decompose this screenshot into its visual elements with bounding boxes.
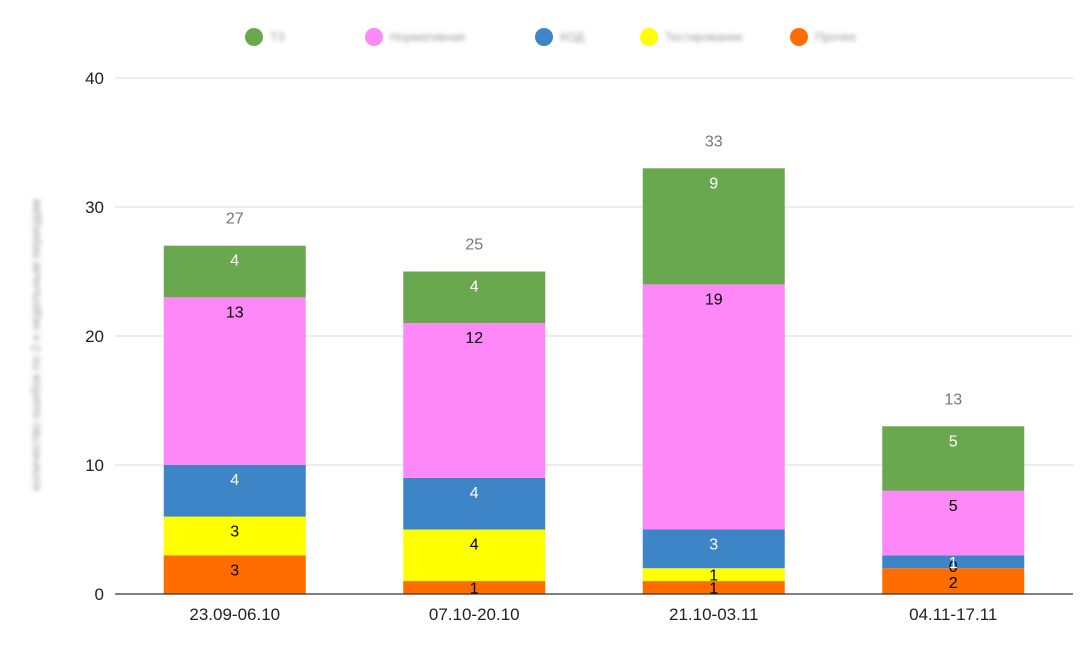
legend: ТЗ Нормативная КОД Тестирование Прочее [245,28,857,46]
total-labels: 27 25 33 13 [226,133,962,408]
bar-total-label: 25 [465,237,483,254]
bar-segment-0 [642,581,785,594]
y-tick-label: 10 [85,456,104,475]
bar-segment-3 [882,490,1025,556]
y-axis-label: количество ошибок по 2-х недельным перио… [28,199,43,491]
bar-segment-0 [163,555,306,594]
segment-value-label: 3 [230,562,239,579]
x-tick-label: 04.11-17.11 [909,605,997,624]
segment-value-label: 3 [709,537,718,554]
segment-value-label: 1 [470,581,479,598]
bar-segment-3 [642,284,785,530]
bar-segment-3 [403,323,546,478]
legend-label: Прочее [815,30,857,44]
segment-value-label: 1 [949,555,958,572]
segment-value-label: 5 [949,498,958,515]
bar-total-label: 33 [705,133,723,150]
bar-segment-4 [642,168,785,285]
segment-value-label: 12 [465,330,483,347]
legend-item: Прочее [790,28,857,46]
legend-item: Нормативная [365,28,465,46]
legend-label: КОД [560,30,584,44]
legend-label: Тестирование [665,30,743,44]
bar-segment-1 [163,516,306,556]
legend-swatch [790,28,808,46]
legend-label: Нормативная [390,30,465,44]
bar-segment-2 [403,477,546,530]
bar-segment-2 [882,555,1025,569]
bar-segment-3 [163,297,306,465]
legend-swatch [365,28,383,46]
y-tick-label: 40 [85,69,104,88]
segment-value-label: 19 [705,291,723,308]
segment-value-label: 9 [709,175,718,192]
segment-value-label: 3 [230,524,239,541]
bars [163,168,1025,594]
y-tick-label: 30 [85,198,104,217]
segment-value-label: 4 [470,279,479,296]
bar-segment-4 [882,426,1025,491]
segment-value-label: 4 [230,472,239,489]
segment-value-label: 1 [709,581,718,598]
legend-item: Тестирование [640,28,743,46]
bar-segment-2 [642,529,785,569]
segment-value-label: 0 [949,559,958,576]
x-tick-label: 23.09-06.10 [189,605,280,624]
segment-value-label: 5 [949,433,958,450]
bar-total-label: 27 [226,211,244,228]
bar-segment-0 [882,568,1025,594]
x-tick-label: 07.10-20.10 [429,605,520,624]
y-tick-label: 20 [85,327,104,346]
y-tick-label: 0 [95,585,104,604]
segment-value-label: 4 [470,485,479,502]
segment-value-label: 4 [230,253,239,270]
legend-label: ТЗ [270,30,284,44]
x-tick-label: 21.10-03.11 [669,605,758,624]
legend-swatch [535,28,553,46]
legend-swatch [245,28,263,46]
segment-value-label: 13 [226,304,244,321]
legend-swatch [640,28,658,46]
bar-segment-4 [403,271,546,324]
bar-segment-1 [403,529,546,582]
legend-item: КОД [535,28,584,46]
segment-value-label: 1 [709,568,718,585]
y-axis-ticks: 0 10 20 30 40 [85,69,104,604]
legend-item: ТЗ [245,28,284,46]
bar-total-label: 13 [944,391,962,408]
segment-value-label: 2 [949,575,958,592]
bar-segment-4 [163,245,306,298]
bar-segment-0 [403,581,546,594]
bar-segment-2 [163,465,306,517]
bar-segment-1 [642,568,785,582]
segment-value-label: 4 [470,537,479,554]
x-axis-ticks: 23.09-06.10 07.10-20.10 21.10-03.11 04.11-1… [189,605,997,624]
